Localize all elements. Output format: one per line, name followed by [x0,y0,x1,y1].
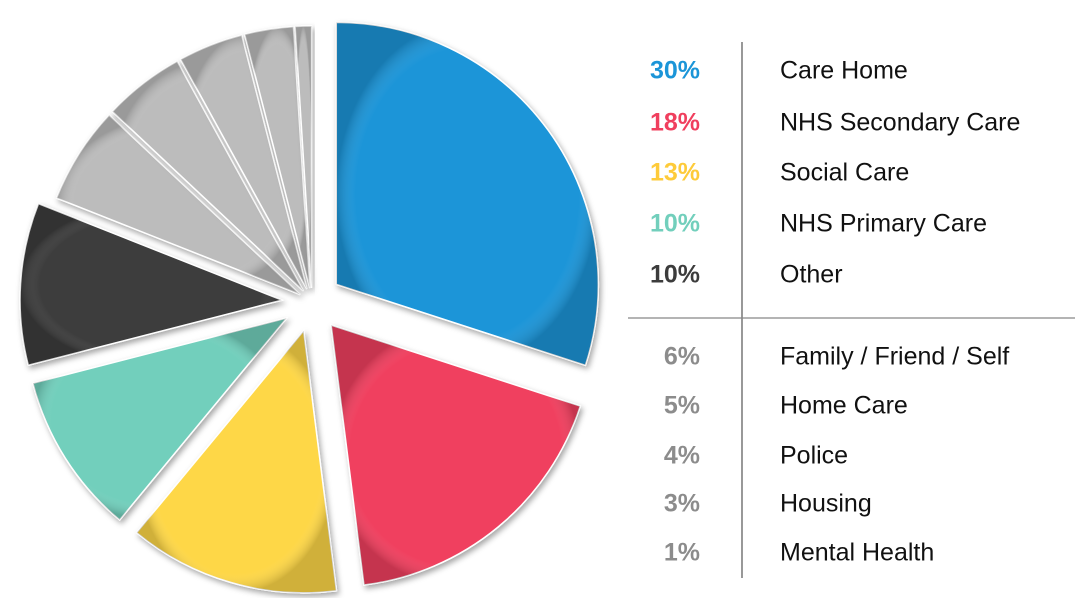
legend-value: 13% [650,159,700,187]
slice-shade [244,26,310,289]
slice-shade [56,115,301,295]
legend-label: NHS Secondary Care [780,109,1020,137]
legend-label: Police [780,442,848,470]
slice-shade [295,26,312,289]
legend-value: 10% [650,210,700,238]
slice-shade [20,203,283,366]
legend-value: 1% [664,539,700,567]
legend-label: Mental Health [780,539,934,567]
legend-value: 6% [664,343,700,371]
legend-value: 30% [650,57,700,85]
legend-label: Social Care [780,159,909,187]
legend-label: Home Care [780,392,908,420]
slice-shade [180,35,307,289]
legend-label: Care Home [780,57,908,85]
legend-label: Family / Friend / Self [780,343,1009,371]
slice-shade [112,61,304,291]
legend-label: Housing [780,490,872,518]
slice-shade [136,330,337,593]
legend-value: 5% [664,392,700,420]
legend-label: Other [780,261,843,289]
legend-value: 4% [664,442,700,470]
legend-value: 18% [650,109,700,137]
slice-shade [331,325,581,586]
slice-shade [336,22,599,366]
legend-label: NHS Primary Care [780,210,987,238]
legend-value: 10% [650,261,700,289]
legend-value: 3% [664,490,700,518]
slice-shade [32,318,287,520]
